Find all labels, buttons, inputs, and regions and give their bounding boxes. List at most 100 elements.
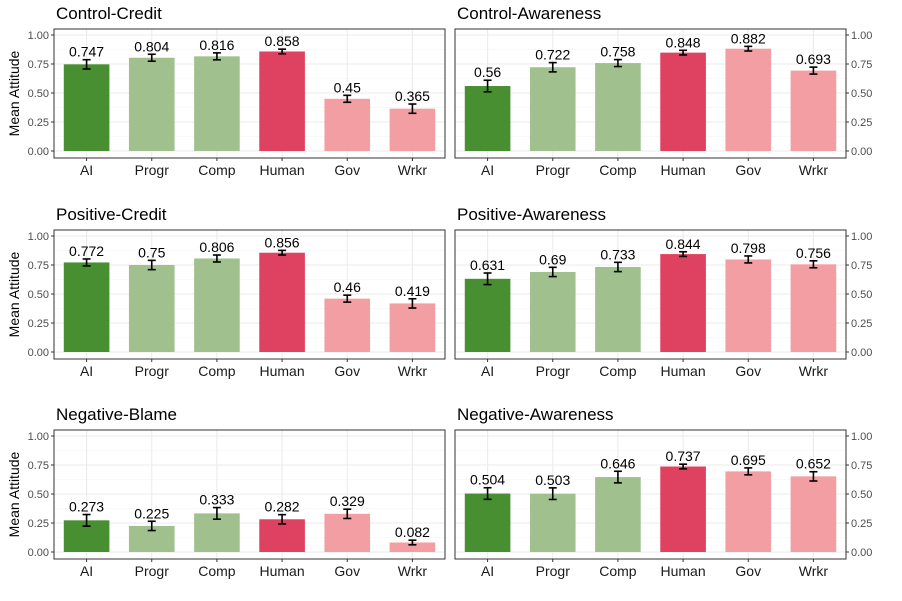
bar-comp (194, 56, 240, 151)
data-label-wrkr: 0.652 (796, 456, 831, 472)
x-tick-label-comp: Comp (599, 162, 637, 178)
y-tick-label: 0.00 (851, 146, 872, 158)
error-bar-progr (548, 487, 557, 501)
x-tick-label-ai: AI (481, 563, 494, 579)
data-label-gov: 0.695 (731, 452, 766, 468)
bar-comp (595, 477, 641, 552)
y-tick-label: 0.00 (28, 146, 49, 158)
y-tick-label: 1.00 (851, 231, 872, 243)
x-tick-label-gov: Gov (334, 363, 360, 379)
x-tick-label-wrkr: Wrkr (398, 363, 428, 379)
error-bar-ai (82, 513, 91, 527)
y-tick-label: 0.75 (851, 59, 872, 71)
error-bar-gov (744, 45, 753, 52)
x-tick-label-wrkr: Wrkr (799, 363, 829, 379)
error-bar-wrkr (809, 260, 818, 269)
x-tick-label-comp: Comp (198, 162, 236, 178)
y-tick-label: 0.00 (851, 547, 872, 559)
bar-comp (595, 63, 641, 151)
x-tick-label-wrkr: Wrkr (799, 563, 829, 579)
data-label-human: 0.858 (265, 33, 300, 49)
data-label-progr: 0.225 (134, 505, 169, 521)
data-label-ai: 0.504 (470, 472, 505, 488)
error-bar-ai (483, 79, 492, 93)
data-label-progr: 0.75 (138, 244, 165, 260)
data-label-gov: 0.882 (731, 30, 766, 46)
data-label-wrkr: 0.082 (395, 524, 430, 540)
x-tick-label-ai: AI (481, 363, 494, 379)
x-tick-label-wrkr: Wrkr (398, 563, 428, 579)
panel-0: 0.747 0.804 0.816 0.858 0.45 0.365 0.00 0.25 0.5… (6, 4, 446, 178)
error-bar-ai (483, 272, 492, 286)
error-bar-human (679, 49, 688, 56)
x-tick-label-wrkr: Wrkr (398, 162, 428, 178)
y-tick-label: 0.50 (851, 489, 872, 501)
data-label-ai: 0.772 (69, 243, 104, 259)
x-tick-label-gov: Gov (334, 162, 360, 178)
bar-wrkr (790, 264, 837, 352)
bar-progr (529, 271, 576, 352)
bar-progr (529, 493, 576, 552)
x-tick-label-comp: Comp (198, 563, 236, 579)
bar-human (259, 252, 305, 352)
panel-title: Positive-Awareness (457, 205, 606, 224)
error-bar-progr (548, 266, 557, 278)
y-tick-label: 0.00 (28, 347, 49, 359)
data-label-human: 0.856 (265, 234, 300, 250)
data-label-wrkr: 0.693 (796, 51, 831, 67)
data-label-gov: 0.329 (330, 493, 365, 509)
data-label-wrkr: 0.419 (395, 283, 430, 299)
bar-progr (128, 265, 175, 352)
error-bar-human (679, 250, 688, 258)
x-tick-label-ai: AI (80, 162, 93, 178)
y-tick-label: 0.00 (851, 347, 872, 359)
error-bar-ai (82, 58, 91, 70)
error-bar-wrkr (408, 297, 417, 309)
x-tick-label-gov: Gov (735, 162, 761, 178)
data-label-human: 0.848 (666, 34, 701, 50)
error-bar-human (278, 249, 287, 256)
y-tick-label: 1.00 (28, 30, 49, 42)
error-bar-comp (212, 254, 221, 263)
error-bar-comp (613, 58, 622, 68)
y-tick-label: 0.75 (28, 59, 49, 71)
panel-5: 0.504 0.503 0.646 0.737 0.695 0.652 0.00 0.25 0.… (454, 405, 872, 579)
data-label-ai: 0.747 (69, 44, 104, 60)
bar-ai (63, 262, 110, 352)
error-bar-gov (343, 508, 352, 520)
bar-human (259, 51, 305, 151)
y-tick-label: 0.50 (28, 489, 49, 501)
error-bar-human (278, 48, 287, 55)
y-tick-label: 0.25 (851, 117, 872, 129)
error-bar-wrkr (809, 66, 818, 75)
bar-gov (324, 98, 371, 151)
bar-progr (529, 67, 576, 151)
error-bar-human (679, 463, 688, 470)
x-tick-label-ai: AI (80, 363, 93, 379)
panel-4: 0.273 0.225 0.333 0.282 0.329 0.082 0.00 0.25 0.… (6, 405, 446, 579)
y-tick-label: 0.25 (28, 117, 49, 129)
bar-wrkr (790, 70, 837, 151)
y-axis-label: Mean Attitude (6, 451, 22, 537)
data-label-gov: 0.798 (731, 240, 766, 256)
error-bar-human (278, 513, 287, 525)
bar-ai (464, 278, 511, 352)
data-label-comp: 0.333 (199, 492, 234, 508)
x-tick-label-human: Human (260, 363, 305, 379)
y-tick-label: 0.00 (28, 547, 49, 559)
data-label-wrkr: 0.365 (395, 88, 430, 104)
x-tick-label-progr: Progr (536, 563, 571, 579)
error-bar-comp (613, 470, 622, 484)
error-bar-comp (613, 261, 622, 273)
x-tick-label-progr: Progr (135, 162, 170, 178)
y-axis-label: Mean Attitude (6, 251, 22, 337)
bar-gov (725, 259, 772, 352)
error-bar-progr (147, 53, 156, 63)
data-label-gov: 0.45 (334, 79, 361, 95)
data-label-comp: 0.733 (600, 246, 635, 262)
x-tick-label-human: Human (661, 363, 706, 379)
bar-wrkr (389, 108, 436, 151)
data-label-progr: 0.804 (134, 38, 169, 54)
error-bar-ai (483, 486, 492, 501)
bar-wrkr (790, 476, 837, 552)
